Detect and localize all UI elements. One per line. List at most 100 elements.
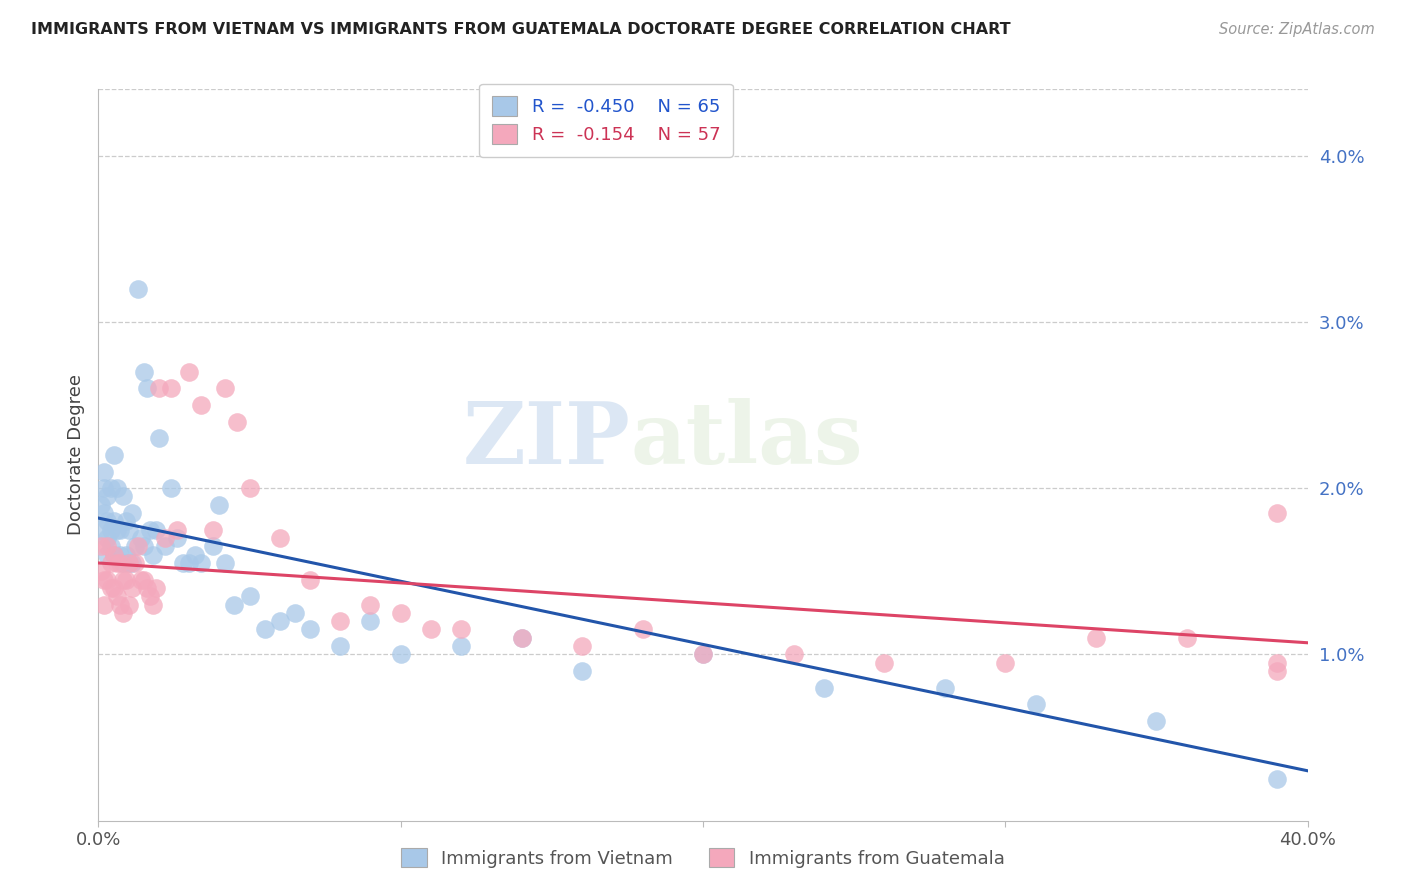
- Point: [631, 623, 654, 637]
- Point: [269, 531, 291, 545]
- Point: [153, 539, 176, 553]
- Point: [100, 581, 122, 595]
- Point: [108, 556, 131, 570]
- Point: [172, 556, 194, 570]
- Point: [105, 556, 128, 570]
- Point: [103, 448, 125, 462]
- Point: [571, 664, 593, 678]
- Y-axis label: Doctorate Degree: Doctorate Degree: [66, 375, 84, 535]
- Point: [121, 556, 143, 570]
- Point: [224, 598, 246, 612]
- Point: [510, 631, 533, 645]
- Point: [118, 556, 141, 570]
- Point: [571, 639, 593, 653]
- Point: [142, 598, 165, 612]
- Point: [93, 506, 115, 520]
- Point: [114, 573, 136, 587]
- Point: [873, 656, 896, 670]
- Point: [93, 465, 115, 479]
- Point: [148, 381, 170, 395]
- Point: [692, 648, 714, 662]
- Point: [145, 523, 167, 537]
- Point: [111, 556, 134, 570]
- Point: [96, 515, 118, 529]
- Point: [111, 573, 134, 587]
- Point: [1024, 698, 1046, 712]
- Point: [1267, 664, 1289, 678]
- Point: [510, 631, 533, 645]
- Point: [103, 548, 125, 562]
- Point: [360, 614, 382, 628]
- Point: [190, 398, 212, 412]
- Point: [226, 415, 249, 429]
- Point: [127, 539, 149, 553]
- Point: [90, 498, 112, 512]
- Point: [190, 556, 212, 570]
- Legend: Immigrants from Vietnam, Immigrants from Guatemala: Immigrants from Vietnam, Immigrants from…: [391, 837, 1015, 879]
- Point: [214, 381, 236, 395]
- Point: [121, 506, 143, 520]
- Point: [269, 614, 291, 628]
- Point: [239, 481, 262, 495]
- Point: [118, 598, 141, 612]
- Point: [813, 681, 835, 695]
- Point: [214, 556, 236, 570]
- Point: [160, 381, 183, 395]
- Point: [1267, 656, 1289, 670]
- Point: [450, 639, 472, 653]
- Point: [1085, 631, 1108, 645]
- Point: [108, 523, 131, 537]
- Point: [100, 539, 122, 553]
- Point: [93, 573, 115, 587]
- Point: [202, 523, 225, 537]
- Point: [90, 523, 112, 537]
- Point: [202, 539, 225, 553]
- Point: [105, 523, 128, 537]
- Point: [114, 515, 136, 529]
- Point: [132, 365, 155, 379]
- Point: [108, 598, 131, 612]
- Point: [139, 523, 162, 537]
- Point: [142, 548, 165, 562]
- Point: [103, 515, 125, 529]
- Point: [100, 556, 122, 570]
- Text: ZIP: ZIP: [463, 399, 630, 483]
- Point: [132, 539, 155, 553]
- Point: [299, 573, 322, 587]
- Point: [389, 648, 412, 662]
- Point: [450, 623, 472, 637]
- Point: [1144, 714, 1167, 728]
- Point: [103, 548, 125, 562]
- Text: IMMIGRANTS FROM VIETNAM VS IMMIGRANTS FROM GUATEMALA DOCTORATE DEGREE CORRELATIO: IMMIGRANTS FROM VIETNAM VS IMMIGRANTS FR…: [31, 22, 1011, 37]
- Point: [108, 548, 131, 562]
- Point: [179, 556, 201, 570]
- Legend: R =  -0.450    N = 65, R =  -0.154    N = 57: R = -0.450 N = 65, R = -0.154 N = 57: [479, 84, 733, 157]
- Point: [100, 481, 122, 495]
- Point: [105, 589, 128, 603]
- Point: [124, 539, 146, 553]
- Point: [96, 539, 118, 553]
- Point: [129, 531, 152, 545]
- Point: [93, 598, 115, 612]
- Point: [100, 523, 122, 537]
- Point: [299, 623, 322, 637]
- Point: [127, 282, 149, 296]
- Point: [389, 606, 412, 620]
- Point: [145, 581, 167, 595]
- Point: [184, 548, 207, 562]
- Point: [360, 598, 382, 612]
- Point: [148, 431, 170, 445]
- Point: [103, 581, 125, 595]
- Point: [135, 381, 157, 395]
- Point: [124, 556, 146, 570]
- Point: [329, 614, 352, 628]
- Point: [121, 581, 143, 595]
- Point: [96, 548, 118, 562]
- Point: [783, 648, 806, 662]
- Point: [934, 681, 956, 695]
- Point: [160, 481, 183, 495]
- Point: [139, 589, 162, 603]
- Point: [96, 490, 118, 504]
- Text: Source: ZipAtlas.com: Source: ZipAtlas.com: [1219, 22, 1375, 37]
- Point: [90, 539, 112, 553]
